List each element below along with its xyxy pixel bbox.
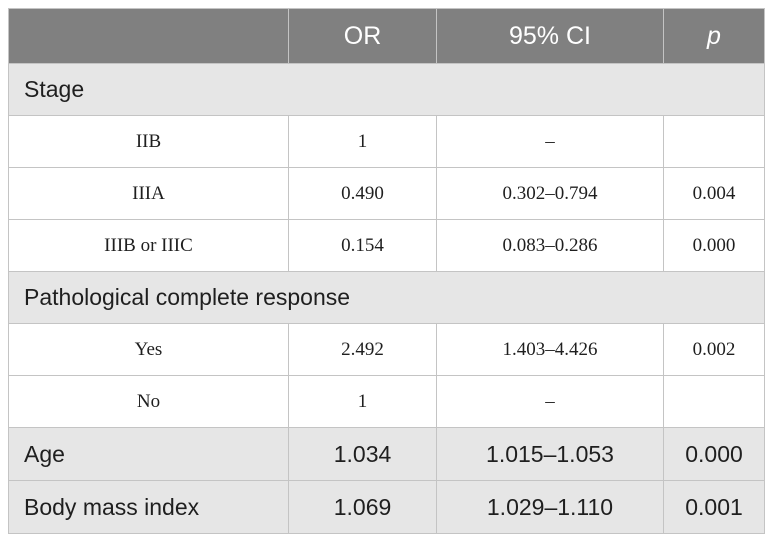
- or-cell: 1: [288, 115, 437, 168]
- table-row-age: Age 1.034 1.015–1.053 0.000: [8, 427, 765, 481]
- p-cell: 0.001: [663, 480, 765, 534]
- row-label: No: [8, 375, 289, 428]
- header-variable: [8, 8, 289, 64]
- section-row-stage: Stage: [8, 63, 765, 116]
- or-cell: 1.069: [288, 480, 437, 534]
- row-label: IIB: [8, 115, 289, 168]
- p-cell: [663, 115, 765, 168]
- section-row-pcr: Pathological complete response: [8, 271, 765, 324]
- header-ci: 95% CI: [436, 8, 664, 64]
- ci-cell: 1.015–1.053: [436, 427, 664, 481]
- table-row: IIIB or IIIC 0.154 0.083–0.286 0.000: [8, 219, 765, 272]
- table-row: IIIA 0.490 0.302–0.794 0.004: [8, 167, 765, 220]
- row-label: Yes: [8, 323, 289, 376]
- header-row: OR 95% CI p: [8, 8, 765, 64]
- section-title: Stage: [8, 63, 765, 116]
- ci-cell: –: [436, 115, 664, 168]
- section-title: Pathological complete response: [8, 271, 765, 324]
- p-cell: [663, 375, 765, 428]
- or-cell: 0.490: [288, 167, 437, 220]
- ci-cell: 0.302–0.794: [436, 167, 664, 220]
- table-row: IIB 1 –: [8, 115, 765, 168]
- p-cell: 0.000: [663, 427, 765, 481]
- row-label: Age: [8, 427, 289, 481]
- or-cell: 1.034: [288, 427, 437, 481]
- ci-cell: 1.029–1.110: [436, 480, 664, 534]
- or-cell: 2.492: [288, 323, 437, 376]
- table-row: Yes 2.492 1.403–4.426 0.002: [8, 323, 765, 376]
- ci-cell: 0.083–0.286: [436, 219, 664, 272]
- p-cell: 0.002: [663, 323, 765, 376]
- or-cell: 1: [288, 375, 437, 428]
- ci-cell: –: [436, 375, 664, 428]
- ci-cell: 1.403–4.426: [436, 323, 664, 376]
- table-row-bmi: Body mass index 1.069 1.029–1.110 0.001: [8, 480, 765, 534]
- p-cell: 0.004: [663, 167, 765, 220]
- table-row: No 1 –: [8, 375, 765, 428]
- row-label: Body mass index: [8, 480, 289, 534]
- table-container: OR 95% CI p Stage IIB 1 – IIIA 0.490 0.3…: [8, 8, 765, 534]
- row-label: IIIA: [8, 167, 289, 220]
- header-or: OR: [288, 8, 437, 64]
- row-label: IIIB or IIIC: [8, 219, 289, 272]
- p-cell: 0.000: [663, 219, 765, 272]
- or-cell: 0.154: [288, 219, 437, 272]
- header-p: p: [663, 8, 765, 64]
- odds-ratio-table: OR 95% CI p Stage IIB 1 – IIIA 0.490 0.3…: [8, 8, 765, 534]
